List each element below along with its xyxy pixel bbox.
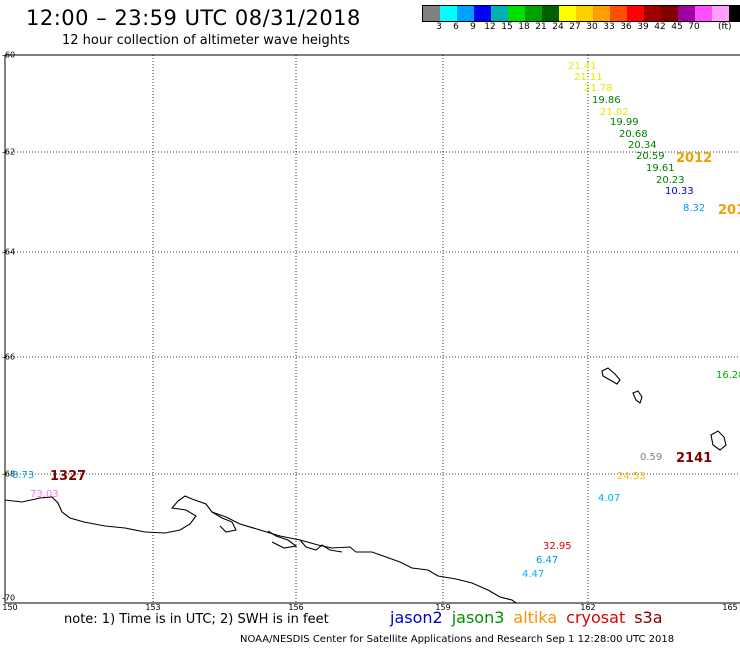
legend-swatch (695, 6, 712, 21)
balleny-island (601, 367, 621, 385)
longitude-label: 162 (580, 603, 596, 612)
wave-height-label: 21.11 (574, 72, 603, 83)
legend-swatch (525, 6, 542, 21)
wave-height-label: 8.73 (12, 470, 35, 481)
map-title: 12:00 – 23:59 UTC 08/31/2018 (26, 6, 361, 30)
wave-height-label: 10.33 (665, 186, 694, 197)
wave-height-label: 73.03 (30, 489, 59, 500)
legend-tick-label: 9 (470, 22, 476, 32)
wave-height-label: 6.47 (536, 555, 559, 566)
wave-height-label: 16.28 (716, 370, 740, 381)
color-scale-legend (422, 5, 740, 22)
satellite-legend: jason2 jason3 altika cryosat s3a (390, 608, 672, 627)
legend-tick-label: 30 (586, 22, 598, 32)
wave-height-label: 20.23 (656, 175, 685, 186)
wave-height-label: 21.02 (600, 107, 629, 118)
legend-tick-label: 36 (620, 22, 632, 32)
legend-swatch (542, 6, 559, 21)
legend-swatch (610, 6, 627, 21)
satellite-cryosat: cryosat (566, 608, 626, 627)
legend-tick-label: 6 (453, 22, 459, 32)
wave-height-label: 0.59 (640, 452, 663, 463)
legend-tick-label: 15 (501, 22, 513, 32)
legend-swatch (576, 6, 593, 21)
latitude-label: -66 (2, 352, 16, 362)
wave-height-label: 4.07 (598, 493, 621, 504)
footer-note: note: 1) Time is in UTC; 2) SWH is in fe… (64, 612, 329, 627)
legend-swatch (593, 6, 610, 21)
legend-swatch (423, 6, 440, 21)
antarctic-coastline (4, 495, 517, 604)
wave-height-label: 201 (718, 203, 740, 218)
latitude-label: -62 (2, 147, 16, 157)
legend-tick-label: 27 (569, 22, 581, 32)
wave-height-label: 21.78 (584, 83, 613, 94)
balleny-island (710, 430, 727, 451)
legend-tick-label: 45 (671, 22, 683, 32)
satellite-jason3: jason3 (451, 608, 505, 627)
longitude-label: 156 (288, 603, 304, 612)
footer-credit: NOAA/NESDIS Center for Satellite Applica… (240, 634, 675, 645)
map-frame (4, 54, 740, 604)
longitude-label: 150 (2, 603, 18, 612)
wave-height-label: 20.34 (628, 140, 657, 151)
coast-inlet (211, 511, 237, 533)
wave-height-label: 20.59 (636, 151, 665, 162)
wave-height-label: 20.68 (619, 129, 648, 140)
wave-height-label: 19.61 (646, 163, 675, 174)
wave-height-label: 2012 (676, 151, 713, 166)
legend-swatch (491, 6, 508, 21)
coast-inlet (299, 539, 343, 553)
legend-swatch (440, 6, 457, 21)
legend-swatch (712, 6, 729, 21)
wave-height-label: 4.47 (522, 569, 545, 580)
coastline (4, 367, 727, 604)
legend-swatch (644, 6, 661, 21)
wave-height-label: 19.99 (610, 117, 639, 128)
wave-height-label: 1327 (50, 469, 87, 484)
satellite-altika: altika (513, 608, 558, 627)
wave-height-label: 19.86 (592, 95, 621, 106)
coast-inlet (267, 530, 298, 549)
color-scale-unit: (ft) (718, 22, 732, 32)
legend-swatch (661, 6, 678, 21)
legend-tick-label: 3 (436, 22, 442, 32)
legend-tick-label: 21 (535, 22, 547, 32)
longitude-label: 159 (435, 603, 451, 612)
legend-swatch (678, 6, 695, 21)
wave-height-label: 2141 (676, 451, 713, 466)
legend-swatch (559, 6, 576, 21)
wave-height-label: 21.41 (568, 61, 597, 72)
legend-swatch (729, 6, 740, 21)
legend-tick-label: 18 (518, 22, 530, 32)
legend-tick-label: 70 (688, 22, 700, 32)
balleny-island (632, 390, 643, 404)
wave-height-label: 8.32 (683, 203, 706, 214)
latitude-label: -60 (2, 50, 16, 60)
legend-tick-label: 24 (552, 22, 564, 32)
legend-tick-label: 42 (654, 22, 666, 32)
longitude-label: 153 (145, 603, 161, 612)
latitude-label: -70 (2, 593, 16, 603)
latitude-label: -68 (2, 469, 16, 479)
wave-height-label: 32.95 (543, 541, 572, 552)
legend-swatch (627, 6, 644, 21)
latitude-label: -64 (2, 247, 16, 257)
legend-swatch (457, 6, 474, 21)
wave-height-label: 24.53 (617, 471, 646, 482)
satellite-s3a: s3a (634, 608, 663, 627)
longitude-label: 165 (722, 603, 738, 612)
legend-tick-label: 39 (637, 22, 649, 32)
legend-swatch (474, 6, 491, 21)
satellite-jason2: jason2 (390, 608, 443, 627)
legend-swatch (508, 6, 525, 21)
graticule (5, 55, 740, 603)
map-subtitle: 12 hour collection of altimeter wave hei… (62, 33, 350, 48)
legend-tick-label: 33 (603, 22, 615, 32)
legend-tick-label: 12 (484, 22, 496, 32)
